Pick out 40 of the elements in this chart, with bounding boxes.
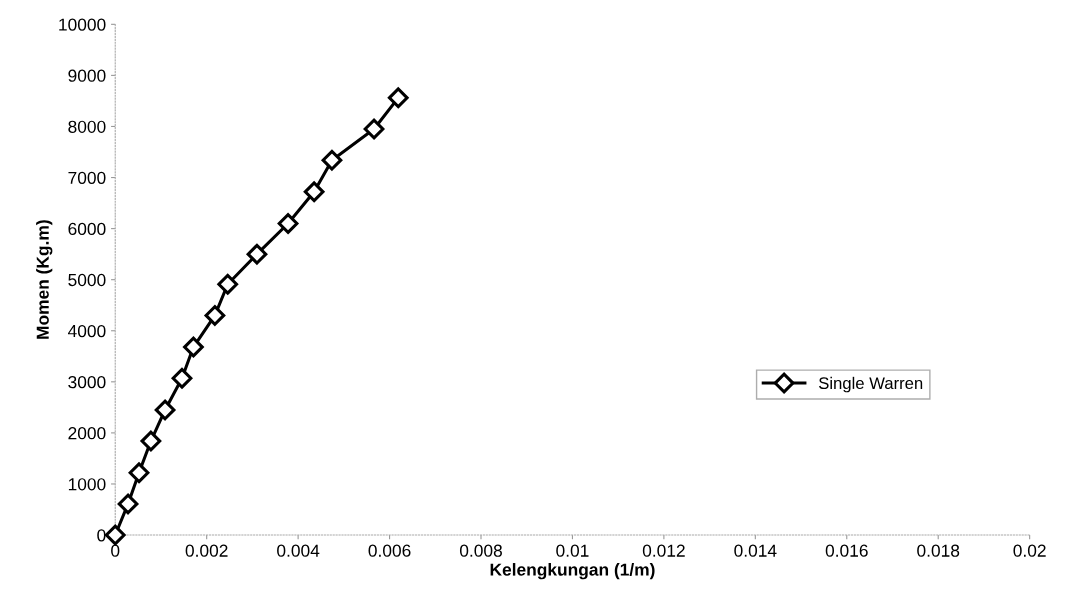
point [217, 273, 239, 295]
point [204, 305, 226, 326]
point [387, 87, 409, 109]
y-tick-label: 2000 [68, 427, 106, 440]
y-axis-title: Momen (Kg.m) [36, 220, 53, 339]
y-tick-label: 3000 [68, 375, 106, 389]
y-tick-label: 1000 [68, 478, 106, 491]
point [140, 430, 162, 452]
point [277, 213, 299, 234]
x-tick-label: 0.01 [556, 544, 589, 557]
y-tick-label: 9000 [68, 69, 106, 82]
x-tick-label: 0.014 [734, 544, 777, 557]
x-tick-label: 0.004 [277, 544, 320, 557]
point [303, 181, 325, 203]
x-tick-label: 0.018 [917, 544, 960, 557]
point [104, 524, 126, 546]
y-tick-label: 6000 [68, 222, 106, 236]
y-tick-label: 10000 [59, 18, 106, 31]
point [154, 399, 176, 421]
x-tick-label: 0.012 [642, 544, 685, 557]
point [117, 493, 139, 515]
point [171, 367, 193, 389]
point [128, 462, 150, 484]
y-tick-label: 4000 [67, 324, 106, 338]
point [246, 243, 268, 265]
x-tick-label: 0.02 [1013, 544, 1046, 557]
x-tick-label: 0.008 [459, 544, 502, 557]
y-tick-label: 8000 [68, 120, 106, 133]
x-tick-label: 0.006 [368, 544, 411, 557]
x-tick-label: 0.002 [185, 544, 228, 557]
y-tick-label: 0 [97, 529, 106, 542]
point [363, 118, 385, 140]
point [183, 336, 204, 358]
y-tick-label: 5000 [68, 273, 106, 287]
x-axis-title: Kelengkungan (1/m) [490, 563, 655, 580]
x-tick-label: 0.016 [825, 544, 868, 557]
point [321, 149, 343, 171]
x-tick-label: 0 [111, 544, 120, 557]
y-tick-label: 7000 [68, 171, 106, 184]
legend-label: Single Warren [819, 376, 923, 393]
